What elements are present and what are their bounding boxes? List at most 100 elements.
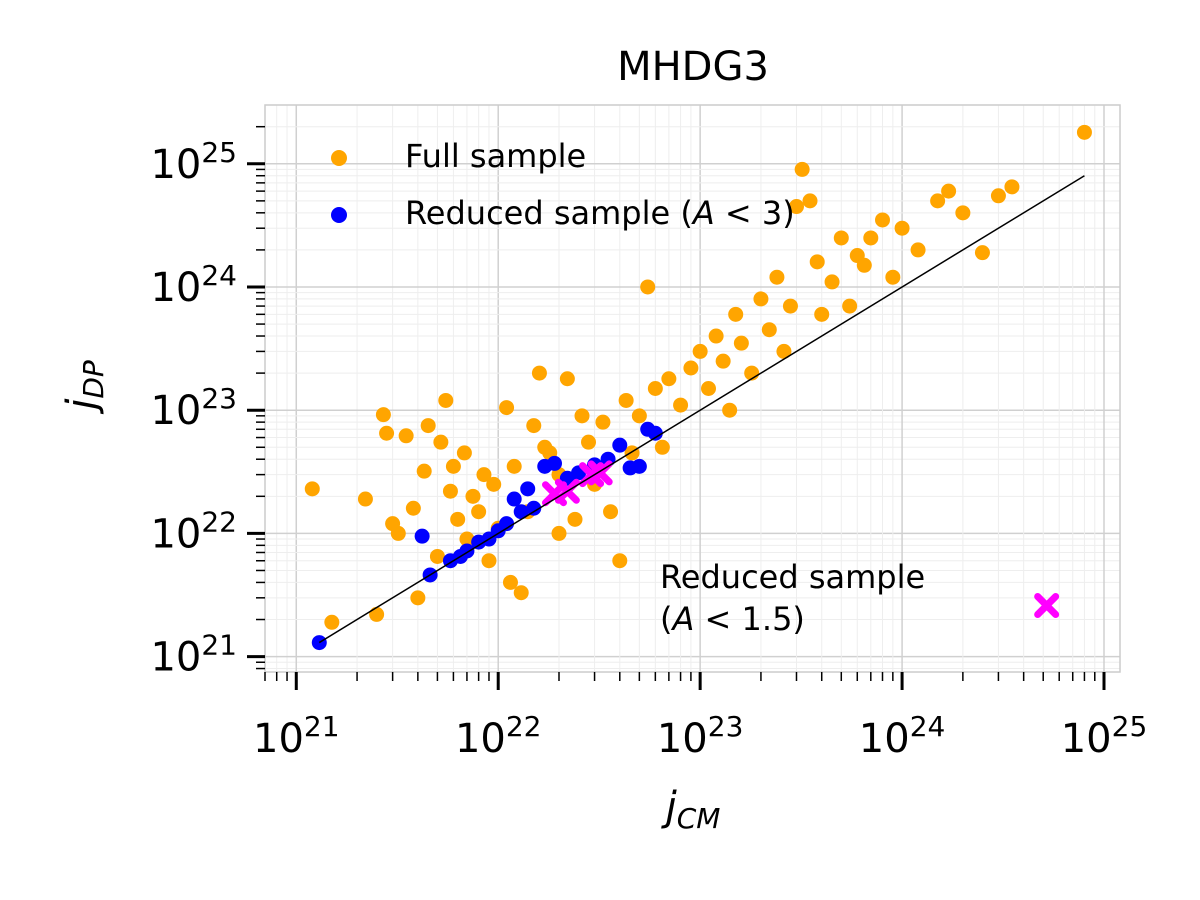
data-point bbox=[456, 445, 472, 461]
data-point bbox=[398, 428, 414, 444]
x-tick-exp: 25 bbox=[1112, 710, 1148, 743]
data-point bbox=[708, 328, 724, 344]
data-point bbox=[416, 463, 432, 479]
y-tick-exp: 24 bbox=[201, 259, 237, 292]
series-0 bbox=[304, 124, 1092, 630]
data-point bbox=[733, 335, 749, 351]
data-point bbox=[471, 504, 487, 520]
data-point bbox=[324, 614, 340, 630]
data-point bbox=[420, 418, 436, 434]
data-point bbox=[788, 199, 804, 215]
data-point bbox=[476, 467, 492, 483]
data-point bbox=[442, 483, 458, 499]
x-tick-exp: 24 bbox=[910, 710, 946, 743]
data-point bbox=[513, 585, 529, 601]
data-point bbox=[647, 381, 663, 396]
data-point bbox=[369, 606, 385, 622]
data-point bbox=[802, 193, 818, 209]
data-point bbox=[1004, 179, 1020, 195]
data-point bbox=[499, 516, 515, 532]
x-tick-label: 1021 bbox=[253, 710, 340, 762]
data-point bbox=[526, 418, 542, 434]
data-point bbox=[379, 425, 395, 441]
legend-marker-full-sample bbox=[331, 150, 347, 166]
data-point bbox=[809, 254, 825, 270]
data-point bbox=[631, 458, 647, 474]
data-point bbox=[974, 245, 990, 261]
legend-reduced-var: A bbox=[691, 194, 715, 232]
data-point bbox=[941, 183, 957, 199]
data-point bbox=[304, 481, 320, 497]
data-point bbox=[499, 400, 515, 416]
legend-reduced-suffix: < 3) bbox=[715, 194, 795, 232]
data-point bbox=[357, 491, 373, 507]
annotation-line2: (A < 1.5) bbox=[660, 600, 805, 638]
y-axis-label: jDP bbox=[59, 360, 110, 415]
x-tick-base: 10 bbox=[455, 716, 506, 762]
x-tick-base: 10 bbox=[1061, 716, 1112, 762]
data-point bbox=[433, 434, 449, 450]
data-point bbox=[631, 408, 647, 424]
x-tick-exp: 22 bbox=[506, 710, 542, 743]
x-tick-base: 10 bbox=[253, 716, 304, 762]
data-point bbox=[526, 500, 542, 516]
data-point bbox=[701, 381, 717, 396]
x-axis-label-sub: CM bbox=[677, 802, 721, 835]
y-tick-label: 1021 bbox=[150, 629, 237, 681]
data-point bbox=[486, 476, 502, 492]
data-point bbox=[769, 269, 785, 285]
x-tick-label: 1022 bbox=[455, 710, 542, 762]
x-tick-base: 10 bbox=[657, 716, 708, 762]
data-point bbox=[618, 392, 634, 408]
data-point bbox=[531, 365, 547, 381]
data-point bbox=[1076, 124, 1092, 140]
x-tick-base: 10 bbox=[859, 716, 910, 762]
data-point bbox=[459, 531, 475, 547]
data-point bbox=[753, 291, 769, 307]
y-tick-label: 1022 bbox=[150, 505, 237, 557]
data-point bbox=[990, 188, 1006, 204]
data-point bbox=[824, 274, 840, 290]
legend-marker-reduced-sample bbox=[331, 207, 347, 223]
grid bbox=[264, 105, 1120, 672]
data-point bbox=[405, 500, 421, 516]
legend-label-full-sample: Full sample bbox=[405, 137, 586, 175]
annotation-line2-var: A bbox=[670, 600, 694, 638]
y-tick-label: 1024 bbox=[150, 259, 237, 311]
data-point bbox=[661, 371, 677, 387]
data-point bbox=[955, 205, 971, 221]
y-tick-exp: 25 bbox=[201, 136, 237, 169]
y-axis-label-main: j bbox=[59, 398, 105, 415]
data-point bbox=[814, 306, 830, 322]
data-point bbox=[794, 161, 810, 177]
annotation-marker bbox=[1034, 592, 1060, 618]
data-point bbox=[465, 488, 481, 504]
annotation-reduced-1-5: Reduced sample (A < 1.5) bbox=[660, 558, 1060, 638]
data-point bbox=[863, 230, 879, 246]
y-tick-exp: 22 bbox=[201, 505, 237, 538]
data-point bbox=[842, 298, 858, 314]
data-point bbox=[506, 458, 522, 474]
y-axis-label-sub: DP bbox=[77, 360, 110, 399]
data-point bbox=[595, 414, 611, 430]
x-tick-label: 1025 bbox=[1061, 710, 1148, 762]
data-point bbox=[856, 257, 872, 273]
data-point bbox=[551, 525, 567, 541]
data-point bbox=[429, 548, 445, 564]
data-point bbox=[833, 230, 849, 246]
axis-ticks bbox=[247, 125, 1106, 690]
data-point bbox=[520, 481, 536, 497]
legend-label-reduced-sample: Reduced sample (A < 3) bbox=[405, 194, 795, 232]
y-tick-exp: 21 bbox=[201, 629, 237, 662]
data-point bbox=[612, 553, 628, 569]
y-tick-exp: 23 bbox=[201, 382, 237, 415]
data-point bbox=[722, 402, 738, 418]
data-point bbox=[776, 343, 792, 359]
data-point bbox=[673, 397, 689, 413]
data-points bbox=[304, 124, 1092, 651]
data-point bbox=[502, 574, 518, 590]
data-point bbox=[375, 407, 391, 423]
x-tick-label: 1024 bbox=[859, 710, 946, 762]
annotation-line2-prefix: ( bbox=[660, 600, 672, 638]
data-point bbox=[567, 511, 583, 527]
